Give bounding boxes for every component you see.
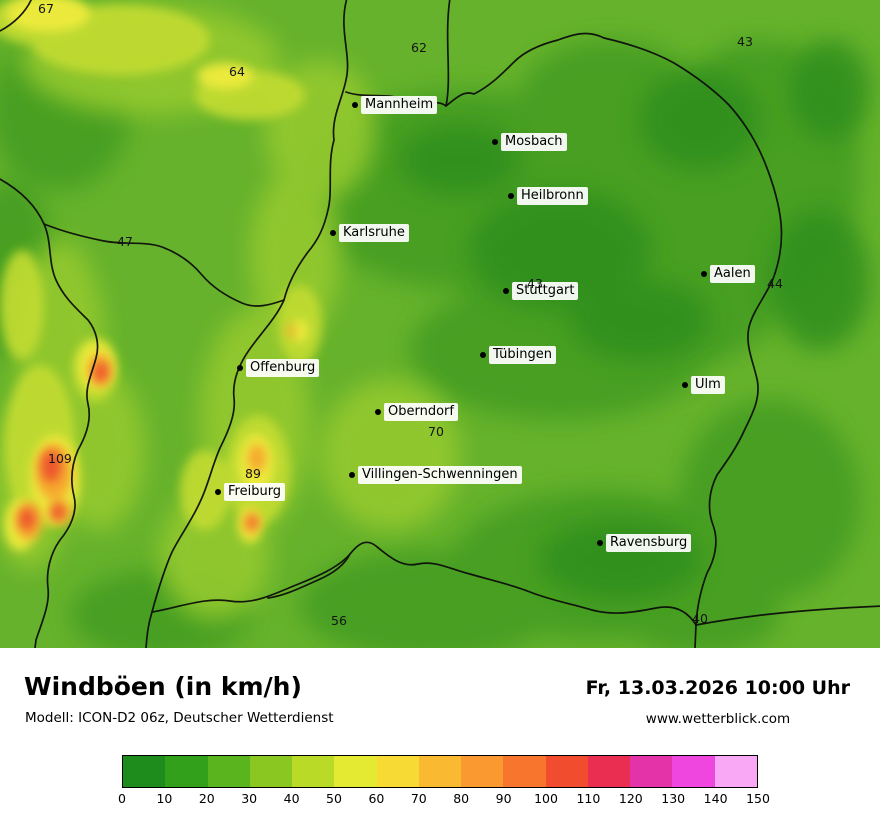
- legend-segment: [376, 756, 419, 787]
- legend-tick: 140: [703, 791, 728, 806]
- legend-tick: 50: [326, 791, 342, 806]
- legend-segment: [292, 756, 335, 787]
- city-marker-mosbach: Mosbach: [492, 133, 567, 151]
- city-dot: [352, 102, 358, 108]
- city-dot: [682, 382, 688, 388]
- city-marker-offenburg: Offenburg: [237, 359, 320, 377]
- legend-ticks: 0 10 20 30 40 50 60 70 80 90 100 110 120…: [118, 791, 770, 807]
- model-info: Modell: ICON-D2 06z, Deutscher Wetterdie…: [25, 710, 334, 726]
- wind-gust-map: Mannheim Mosbach Heilbronn Karlsruhe Stu…: [0, 0, 880, 648]
- city-dot: [480, 352, 486, 358]
- legend-segment: [587, 756, 631, 787]
- city-dot: [503, 288, 509, 294]
- city-dot: [492, 139, 498, 145]
- website-url: www.wetterblick.com: [645, 711, 791, 727]
- map-graphic: [0, 0, 880, 648]
- city-marker-tuebingen: Tübingen: [480, 346, 556, 364]
- wind-gust-value: 67: [38, 1, 54, 16]
- wind-gust-value: 40: [692, 611, 708, 626]
- legend-tick: 40: [283, 791, 300, 806]
- city-marker-mannheim: Mannheim: [352, 96, 438, 114]
- legend-tick: 120: [618, 791, 643, 806]
- city-marker-heilbronn: Heilbronn: [508, 187, 588, 205]
- city-label: Heilbronn: [517, 187, 588, 205]
- legend-color-bar: [122, 755, 758, 788]
- legend-segment: [249, 756, 293, 787]
- legend-segment: [123, 756, 166, 787]
- city-label: Aalen: [710, 265, 755, 283]
- city-label: Karlsruhe: [339, 224, 409, 242]
- city-dot: [375, 409, 381, 415]
- city-label: Tübingen: [489, 346, 556, 364]
- city-dot: [330, 230, 336, 236]
- city-label: Oberndorf: [384, 403, 458, 421]
- map-title: Windböen (in km/h): [24, 672, 302, 701]
- wind-gust-value: 89: [245, 466, 261, 481]
- legend-tick: 130: [661, 791, 686, 806]
- city-label: Ravensburg: [606, 534, 692, 552]
- legend-segment: [714, 756, 757, 787]
- city-label: Mosbach: [501, 133, 567, 151]
- legend-tick: 70: [410, 791, 427, 806]
- legend-segment: [545, 756, 588, 787]
- city-dot: [701, 271, 707, 277]
- wind-gust-value: 43: [737, 34, 753, 49]
- city-label: Ulm: [691, 376, 725, 394]
- legend-segment: [334, 756, 377, 787]
- wind-gust-value: 56: [331, 613, 347, 628]
- city-marker-villingen-schwenningen: Villingen-Schwenningen: [349, 466, 522, 484]
- city-marker-freiburg: Freiburg: [215, 483, 286, 501]
- legend-tick: 10: [156, 791, 173, 806]
- legend-tick: 110: [576, 791, 601, 806]
- city-label: Villingen-Schwenningen: [358, 466, 522, 484]
- forecast-datetime: Fr, 13.03.2026 10:00 Uhr: [585, 677, 850, 699]
- legend-tick: 90: [495, 791, 512, 806]
- wind-gust-value: 70: [428, 424, 444, 439]
- city-dot: [508, 193, 514, 199]
- legend-segment: [630, 756, 673, 787]
- city-label: Freiburg: [224, 483, 286, 501]
- darkest-green-region: [400, 40, 870, 600]
- legend-segment: [672, 756, 715, 787]
- legend-segment: [503, 756, 546, 787]
- legend-tick: 100: [534, 791, 558, 806]
- city-marker-stuttgart: Stuttgart: [503, 282, 579, 300]
- legend-segment: [165, 756, 208, 787]
- wind-gust-value: 44: [767, 276, 783, 291]
- city-label: Stuttgart: [512, 282, 579, 300]
- legend-segment: [461, 756, 504, 787]
- legend-tick: 20: [198, 791, 215, 806]
- city-marker-aalen: Aalen: [701, 265, 755, 283]
- legend-tick: 60: [368, 791, 385, 806]
- city-marker-karlsruhe: Karlsruhe: [330, 224, 409, 242]
- city-dot: [215, 489, 221, 495]
- map-footer: Windböen (in km/h) Fr, 13.03.2026 10:00 …: [0, 648, 880, 830]
- legend-tick: 150: [746, 791, 770, 806]
- legend-tick: 30: [241, 791, 258, 806]
- city-label: Mannheim: [361, 96, 438, 114]
- legend-segment: [418, 756, 462, 787]
- city-marker-ulm: Ulm: [682, 376, 725, 394]
- legend-segment: [207, 756, 250, 787]
- city-marker-oberndorf: Oberndorf: [375, 403, 458, 421]
- city-label: Offenburg: [246, 359, 320, 377]
- wind-gust-value: 64: [229, 64, 245, 79]
- city-dot: [597, 540, 603, 546]
- wind-gust-value: 43: [527, 276, 543, 291]
- wind-gust-value: 62: [411, 40, 427, 55]
- legend-tick: 0: [118, 791, 126, 806]
- wind-gust-value: 47: [117, 234, 133, 249]
- city-dot: [237, 365, 243, 371]
- legend-tick: 80: [453, 791, 470, 806]
- city-dot: [349, 472, 355, 478]
- wind-gust-value: 109: [48, 451, 72, 466]
- red-region: [19, 362, 257, 530]
- color-legend: 0 10 20 30 40 50 60 70 80 90 100 110 120…: [118, 755, 770, 807]
- city-marker-ravensburg: Ravensburg: [597, 534, 692, 552]
